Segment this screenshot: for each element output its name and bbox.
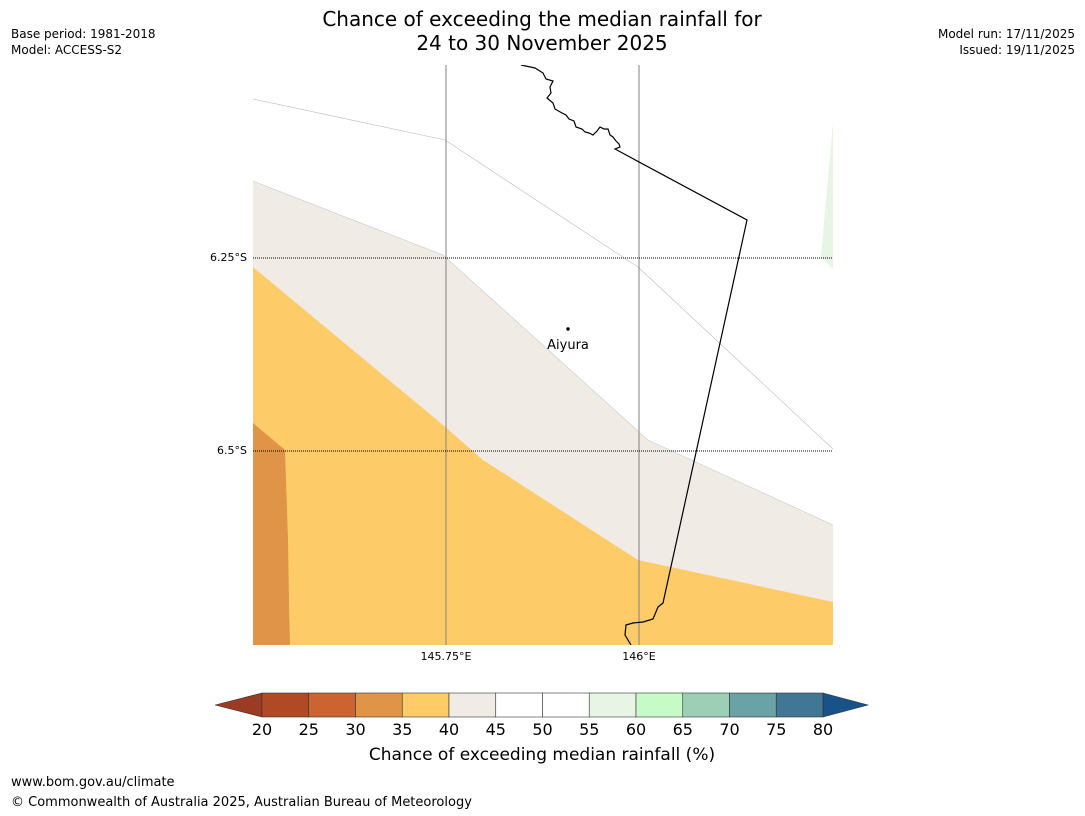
rainfall-map: Aiyura [253, 65, 833, 645]
place-marker [566, 327, 570, 331]
colorbar-segment [635, 692, 684, 718]
model-run-date: Model run: 17/11/2025 [937, 27, 1075, 41]
colorbar-segment [729, 692, 777, 718]
colorbar-segment [588, 692, 637, 718]
zone-35-40 [253, 267, 833, 645]
colorbar-segment [448, 692, 497, 718]
model-name: Model: ACCESS-S2 [11, 43, 123, 57]
map-title: Chance of exceeding the median rainfall … [242, 7, 842, 55]
colorbar-tick-label: 45 [485, 720, 506, 739]
colorbar-segment [775, 692, 824, 718]
base-period: Base period: 1981-2018 [11, 27, 156, 41]
contour-line [253, 98, 833, 450]
model-info: Base period: 1981-2018 Model: ACCESS-S2 [11, 26, 156, 58]
colorbar-under-arrow [215, 692, 263, 718]
zone-30-35 [253, 423, 290, 645]
colorbar-segment [355, 692, 403, 718]
colorbar-tick-label: 60 [625, 720, 647, 739]
colorbar-segment [542, 692, 590, 718]
colorbar-tick-label: 30 [345, 720, 366, 739]
colorbar-segment [495, 692, 543, 718]
colorbar-over-arrow [822, 692, 870, 718]
colorbar-tick-label: 80 [812, 720, 834, 739]
contour-line [253, 180, 833, 526]
colorbar-tick-label: 75 [766, 720, 787, 739]
footer-url[interactable]: www.bom.gov.au/climate [11, 775, 175, 790]
colorbar [215, 692, 870, 718]
colorbar-tick-label: 55 [579, 720, 600, 739]
run-info: Model run: 17/11/2025 Issued: 19/11/2025 [938, 26, 1075, 58]
colorbar-tick-label: 50 [532, 720, 553, 739]
border-line [520, 65, 748, 645]
footer-copyright: © Commonwealth of Australia 2025, Austra… [11, 795, 472, 810]
place-label: Aiyura [547, 338, 589, 353]
lat-label-6-25: 6.25°S [210, 251, 247, 264]
colorbar-tick-label: 35 [392, 720, 413, 739]
colorbar-segment [682, 692, 730, 718]
issued-date: Issued: 19/11/2025 [959, 43, 1075, 57]
colorbar-segment [401, 692, 450, 718]
colorbar-segment [261, 692, 310, 718]
lon-label-146: 146°E [622, 650, 656, 663]
lat-label-6-5: 6.5°S [217, 444, 247, 457]
colorbar-tick-label: 25 [298, 720, 319, 739]
colorbar-tick-label: 65 [672, 720, 693, 739]
colorbar-tick-label: 70 [719, 720, 740, 739]
colorbar-tick-label: 20 [251, 720, 273, 739]
title-line-2: 24 to 30 November 2025 [416, 31, 668, 55]
colorbar-label: Chance of exceeding median rainfall (%) [368, 745, 716, 765]
lon-label-145-75: 145.75°E [420, 650, 472, 663]
colorbar-tick-label: 40 [438, 720, 460, 739]
zone-55-60 [821, 123, 833, 269]
title-line-1: Chance of exceeding the median rainfall … [322, 7, 762, 31]
colorbar-segment [308, 692, 356, 718]
